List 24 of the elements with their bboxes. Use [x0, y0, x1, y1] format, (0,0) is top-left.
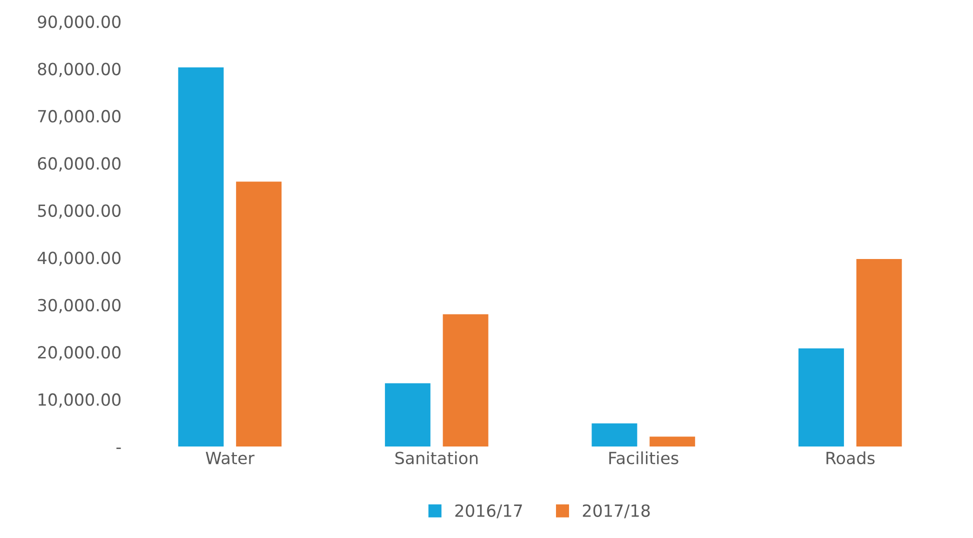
x-tick-label: Facilities — [609, 451, 678, 464]
bar — [236, 182, 282, 447]
y-tick-label: 80,000.00 — [38, 62, 121, 78]
bar — [442, 314, 488, 447]
y-tick-label: 70,000.00 — [38, 110, 121, 124]
x-tick-label: Water — [206, 452, 255, 464]
y-tick-label: 50,000.00 — [38, 204, 121, 219]
y-tick-label: 90,000.00 — [38, 15, 121, 30]
bar — [798, 348, 844, 447]
y-tick-label: 60,000.00 — [38, 157, 121, 172]
y-tick-label: 20,000.00 — [38, 346, 121, 360]
y-tick-label: 30,000.00 — [38, 298, 121, 314]
bar — [856, 259, 902, 447]
x-tick-label: Sanitation — [395, 451, 478, 464]
y-tick-label: 10,000.00 — [38, 393, 121, 408]
bar — [178, 67, 224, 447]
bar — [384, 383, 430, 447]
bar — [650, 436, 696, 447]
y-tick-label: 40,000.00 — [38, 252, 121, 266]
bar — [592, 423, 638, 447]
y-tick-label: - — [116, 448, 121, 449]
x-tick-label: Roads — [826, 451, 875, 464]
legend-label: 2016/17 — [455, 504, 522, 518]
legend-label: 2017/18 — [582, 504, 650, 518]
